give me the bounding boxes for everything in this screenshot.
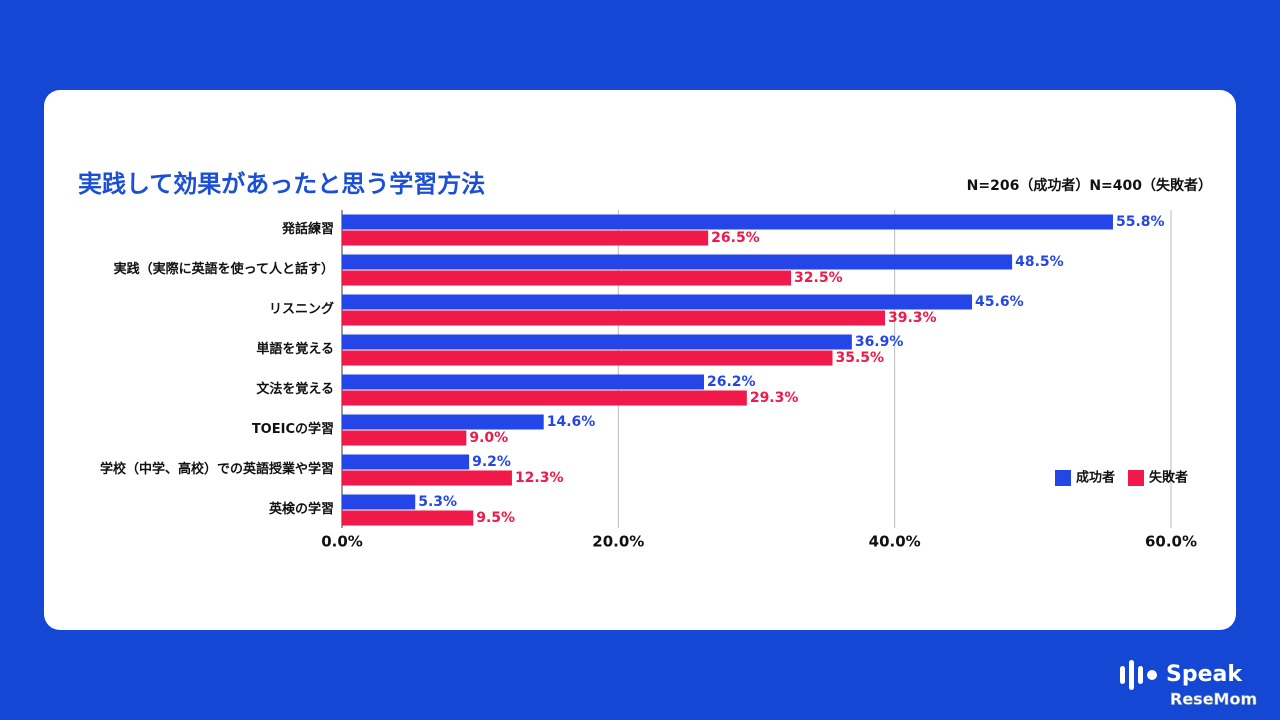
x-tick-label: 0.0% bbox=[321, 533, 363, 551]
legend-swatch bbox=[1055, 470, 1071, 486]
data-label: 32.5% bbox=[794, 270, 843, 286]
bar bbox=[342, 350, 833, 366]
bar bbox=[342, 254, 1013, 270]
bar bbox=[342, 454, 470, 470]
bar bbox=[342, 270, 792, 286]
bar bbox=[342, 230, 709, 246]
bar bbox=[342, 334, 852, 350]
legend-label: 成功者 bbox=[1076, 470, 1115, 486]
bar bbox=[342, 310, 885, 326]
data-label: 55.8% bbox=[1116, 214, 1165, 230]
data-label: 12.3% bbox=[515, 470, 564, 486]
y-tick-label: 実践（実際に英語を使って人と話す） bbox=[114, 261, 334, 277]
data-label: 9.2% bbox=[472, 454, 511, 470]
data-label: 35.5% bbox=[835, 350, 884, 366]
logo-resemom: ReseMom bbox=[1170, 690, 1257, 709]
y-tick-label: 学校（中学、高校）での英語授業や学習 bbox=[100, 461, 334, 477]
legend-label: 失敗者 bbox=[1149, 470, 1188, 486]
y-tick-label: TOEICの学習 bbox=[252, 421, 334, 437]
sample-note: N=206（成功者）N=400（失敗者） bbox=[967, 177, 1212, 194]
y-tick-label: 単語を覚える bbox=[256, 341, 334, 357]
y-tick-label: リスニング bbox=[269, 301, 334, 317]
chart-title: 実践して効果があったと思う学習方法 bbox=[78, 170, 485, 198]
data-label: 14.6% bbox=[547, 414, 596, 430]
bar bbox=[342, 390, 747, 406]
logo-speak: Speak bbox=[1166, 662, 1243, 687]
bar bbox=[342, 430, 467, 446]
data-label: 45.6% bbox=[975, 294, 1024, 310]
x-tick-label: 40.0% bbox=[869, 533, 921, 551]
data-label: 36.9% bbox=[855, 334, 904, 350]
logo-icon bbox=[1120, 660, 1157, 690]
data-label: 29.3% bbox=[750, 390, 799, 406]
bar bbox=[342, 294, 973, 310]
bar bbox=[342, 470, 512, 486]
bar bbox=[342, 214, 1113, 230]
data-label: 9.0% bbox=[469, 430, 508, 446]
data-label: 9.5% bbox=[476, 510, 515, 526]
bar bbox=[342, 510, 474, 526]
data-label: 26.5% bbox=[711, 230, 760, 246]
y-tick-label: 文法を覚える bbox=[256, 381, 334, 397]
data-label: 39.3% bbox=[888, 310, 937, 326]
data-label: 26.2% bbox=[707, 374, 756, 390]
bar bbox=[342, 494, 416, 510]
legend-swatch bbox=[1128, 470, 1144, 486]
x-tick-label: 20.0% bbox=[592, 533, 644, 551]
data-label: 5.3% bbox=[418, 494, 457, 510]
y-tick-label: 英検の学習 bbox=[268, 501, 334, 517]
x-tick-label: 60.0% bbox=[1145, 533, 1197, 551]
y-tick-label: 発話練習 bbox=[281, 221, 334, 237]
data-label: 48.5% bbox=[1015, 254, 1064, 270]
bar bbox=[342, 414, 544, 430]
bar bbox=[342, 374, 704, 390]
